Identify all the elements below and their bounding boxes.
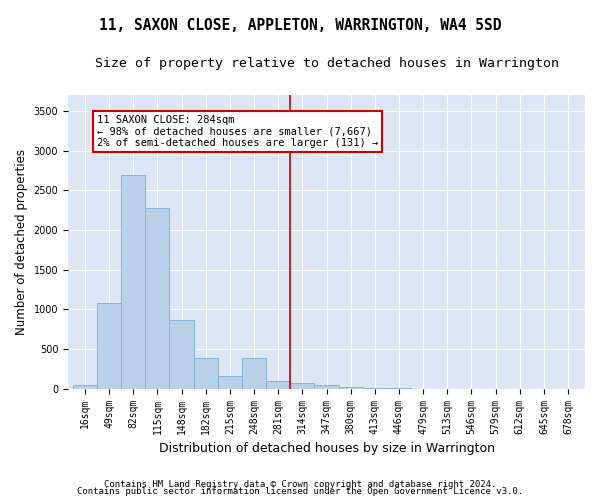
Title: Size of property relative to detached houses in Warrington: Size of property relative to detached ho… (95, 58, 559, 70)
Bar (314, 384, 338, 388)
Bar (194, 358, 218, 388)
Bar (266, 381, 290, 388)
Bar (338, 386, 363, 388)
Bar (121, 174, 145, 388)
X-axis label: Distribution of detached houses by size in Warrington: Distribution of detached houses by size … (158, 442, 494, 455)
Bar (169, 320, 194, 388)
Bar (218, 376, 242, 388)
Text: Contains HM Land Registry data © Crown copyright and database right 2024.: Contains HM Land Registry data © Crown c… (104, 480, 496, 489)
Bar (242, 358, 266, 388)
Bar (97, 303, 121, 388)
Bar (73, 384, 97, 388)
Y-axis label: Number of detached properties: Number of detached properties (15, 149, 28, 335)
Bar (290, 382, 314, 388)
Text: 11 SAXON CLOSE: 284sqm
← 98% of detached houses are smaller (7,667)
2% of semi-d: 11 SAXON CLOSE: 284sqm ← 98% of detached… (97, 115, 378, 148)
Bar (145, 208, 169, 388)
Text: 11, SAXON CLOSE, APPLETON, WARRINGTON, WA4 5SD: 11, SAXON CLOSE, APPLETON, WARRINGTON, W… (99, 18, 501, 32)
Text: Contains public sector information licensed under the Open Government Licence v3: Contains public sector information licen… (77, 487, 523, 496)
